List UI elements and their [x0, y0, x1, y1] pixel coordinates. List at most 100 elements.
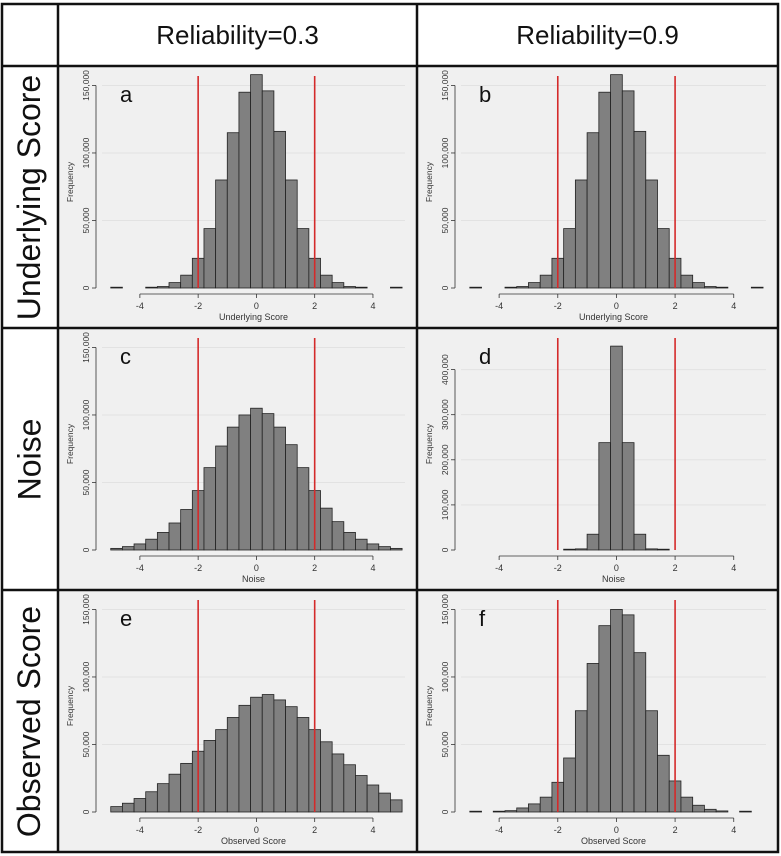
y-tick-label: 0 [440, 809, 450, 814]
y-tick-label: 100,000 [440, 489, 450, 520]
histogram-bar [168, 282, 182, 289]
row-title-underlying-score: Underlying Score [2, 66, 58, 328]
histogram-bar [645, 548, 658, 551]
histogram-bar [692, 282, 705, 289]
y-tick-label: 0 [81, 547, 91, 552]
histogram-bar [610, 74, 623, 289]
histogram-bar [355, 775, 368, 813]
y-tick-label: 100,000 [81, 399, 91, 430]
histogram-bar [657, 228, 670, 289]
histogram-bar [343, 286, 356, 289]
x-tick-label: -4 [136, 563, 144, 573]
chart-panel-e: 0 50,000 100,000 150,000 -4 -2 0 2 4 Observed Sco… [58, 590, 417, 852]
histogram-bar [145, 538, 158, 551]
y-tick-label: 0 [81, 285, 91, 290]
histogram-bar [121, 546, 135, 551]
histogram-bar [110, 547, 123, 551]
histogram-bar [621, 614, 635, 813]
histogram-bar [261, 694, 275, 813]
histogram-bar [168, 773, 182, 813]
histogram-bar [586, 663, 600, 813]
y-tick-label: 150,000 [81, 332, 91, 363]
y-tick-label: 50,000 [81, 469, 91, 495]
histogram-bar [563, 228, 576, 289]
histogram-bar [168, 522, 182, 551]
y-tick-label: 100,000 [81, 661, 91, 692]
histogram-bar [539, 274, 553, 289]
row-title-observed-score: Observed Score [2, 590, 58, 852]
histogram-bar [574, 179, 588, 289]
histogram-bar [469, 810, 482, 813]
y-tick-label: 300,000 [440, 399, 450, 430]
histogram-bar [574, 710, 588, 813]
histogram-c: 0 50,000 100,000 150,000 -4 -2 0 2 4 Noise Frequen… [65, 332, 405, 584]
histogram-bar [215, 729, 228, 813]
histogram-bar [574, 548, 588, 551]
column-title-reliability-low: Reliability=0.3 [156, 19, 319, 50]
x-tick-label: -4 [495, 563, 503, 573]
histogram-bar [296, 467, 310, 551]
column-title-reliability-high: Reliability=0.9 [516, 19, 679, 50]
histogram-bar [133, 798, 147, 813]
histogram-bar [320, 507, 333, 551]
histogram-bar [180, 509, 193, 551]
histogram-bar [203, 740, 217, 813]
chart-panel-b: 0 50,000 100,000 150,000 -4 -2 0 2 4 Underlying S… [417, 66, 778, 328]
x-tick-label: -2 [194, 825, 202, 835]
histogram-bar [145, 791, 158, 813]
histogram-bar [285, 444, 298, 551]
histogram-bar [331, 753, 345, 813]
x-tick-label: -4 [495, 825, 503, 835]
x-tick-label: 4 [731, 563, 736, 573]
histogram-bar [226, 717, 240, 813]
histogram-bar [331, 521, 345, 551]
histogram-bar [156, 286, 170, 289]
x-tick-label: 2 [312, 825, 317, 835]
histogram-bar [226, 426, 240, 551]
histogram-bar [121, 802, 135, 813]
row-title-underlying-score-text: Underlying Score [11, 74, 48, 320]
histogram-bar [238, 704, 251, 813]
histogram-bar [657, 548, 670, 551]
y-tick-label: 150,000 [440, 70, 450, 101]
histogram-bar [250, 407, 263, 551]
histogram-bar [586, 132, 600, 289]
x-tick-label: 2 [312, 301, 317, 311]
histogram-bar [285, 179, 298, 289]
histogram-bar [156, 783, 170, 813]
x-tick-label: -4 [495, 301, 503, 311]
histogram-bar [180, 762, 193, 813]
chart-panel-a: 0 50,000 100,000 150,000 -4 -2 0 2 4 Underlying S… [58, 66, 417, 328]
histogram-bar [378, 792, 391, 813]
histogram-bar [273, 130, 286, 289]
x-tick-label: -2 [554, 301, 562, 311]
corner-cell [2, 4, 58, 66]
x-tick-label: 0 [254, 301, 259, 311]
histogram-bar [516, 807, 529, 813]
y-axis-title: Frequency [424, 423, 434, 464]
histogram-bar [492, 810, 506, 813]
y-axis-title: Frequency [65, 423, 75, 464]
histogram-bar [739, 810, 752, 813]
x-tick-label: 4 [370, 563, 375, 573]
histogram-bar [390, 799, 403, 813]
histogram-bar [598, 625, 611, 813]
histogram-e: 0 50,000 100,000 150,000 -4 -2 0 2 4 Observed Sco… [65, 594, 405, 846]
histogram-bar [203, 467, 217, 551]
y-tick-label: 200,000 [440, 444, 450, 475]
histogram-bar [390, 286, 403, 289]
y-axis-title: Frequency [65, 685, 75, 726]
y-axis-title: Frequency [65, 161, 75, 202]
histogram-bar [539, 796, 553, 813]
x-tick-label: -2 [554, 563, 562, 573]
histogram-bar [273, 699, 286, 813]
panel-label: e [120, 606, 132, 631]
histogram-bar [598, 442, 611, 551]
histogram-bar [598, 91, 611, 289]
y-tick-label: 400,000 [440, 354, 450, 385]
x-axis-title: Noise [242, 574, 265, 584]
y-tick-label: 0 [440, 285, 450, 290]
histogram-bar [366, 543, 380, 551]
histogram-bar [215, 445, 228, 551]
x-tick-label: 0 [614, 563, 619, 573]
